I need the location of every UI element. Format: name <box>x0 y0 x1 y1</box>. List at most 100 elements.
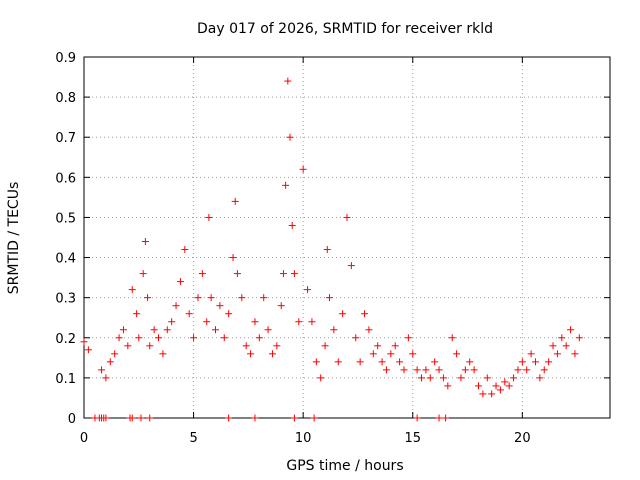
data-point <box>84 346 92 354</box>
data-point <box>146 342 154 350</box>
data-point <box>135 334 143 342</box>
data-point <box>418 374 426 382</box>
data-point <box>461 366 469 374</box>
y-tick-label: 0.6 <box>55 171 76 186</box>
data-point <box>426 374 434 382</box>
data-point <box>321 342 329 350</box>
data-point <box>466 358 474 366</box>
zero-point <box>251 414 259 422</box>
data-point <box>176 278 184 286</box>
data-point <box>492 382 500 390</box>
data-point <box>155 334 163 342</box>
data-point <box>282 181 290 189</box>
data-point <box>128 286 136 294</box>
data-point <box>479 390 487 398</box>
data-point <box>159 350 167 358</box>
data-point <box>518 358 526 366</box>
data-point <box>163 326 171 334</box>
data-point <box>330 326 338 334</box>
data-point <box>115 334 123 342</box>
data-point <box>505 382 513 390</box>
data-point <box>343 213 351 221</box>
data-point <box>553 350 561 358</box>
data-point <box>536 374 544 382</box>
y-tick-label: 0.3 <box>55 292 76 307</box>
chart-title: Day 017 of 2026, SRMTID for receiver rkl… <box>197 21 493 37</box>
data-point <box>288 221 296 229</box>
data-point <box>453 350 461 358</box>
zero-point <box>146 414 154 422</box>
data-point <box>203 318 211 326</box>
data-point <box>273 342 281 350</box>
data-point <box>181 246 189 254</box>
data-point <box>444 382 452 390</box>
data-point <box>279 270 287 278</box>
data-point <box>168 318 176 326</box>
x-tick-label: 10 <box>295 431 312 446</box>
data-point <box>488 390 496 398</box>
data-point <box>295 318 303 326</box>
zero-point <box>102 414 110 422</box>
data-point <box>382 366 390 374</box>
data-point <box>422 366 430 374</box>
data-point <box>325 294 333 302</box>
data-point <box>102 374 110 382</box>
data-point <box>483 374 491 382</box>
data-point <box>470 366 478 374</box>
data-point <box>334 358 342 366</box>
data-point <box>523 366 531 374</box>
y-tick-label: 0.5 <box>55 211 76 226</box>
data-point <box>133 310 141 318</box>
data-point <box>431 358 439 366</box>
data-point <box>323 246 331 254</box>
data-point <box>567 326 575 334</box>
data-point <box>98 366 106 374</box>
zero-point <box>128 414 136 422</box>
y-tick-label: 0.8 <box>55 91 76 106</box>
data-point <box>242 342 250 350</box>
data-point <box>284 77 292 85</box>
data-point <box>545 358 553 366</box>
data-point <box>124 342 132 350</box>
data-point <box>80 338 88 346</box>
data-point <box>378 358 386 366</box>
y-axis-title: SRMTID / TECUs <box>6 182 22 295</box>
x-tick-label: 20 <box>514 431 531 446</box>
data-point <box>409 350 417 358</box>
data-point <box>575 334 583 342</box>
data-point <box>111 350 119 358</box>
data-point <box>514 366 522 374</box>
data-point <box>501 378 509 386</box>
data-point <box>369 350 377 358</box>
data-point <box>404 334 412 342</box>
x-tick-label: 0 <box>80 431 88 446</box>
data-point <box>290 270 298 278</box>
zero-point <box>413 414 421 422</box>
data-point <box>251 318 259 326</box>
data-point <box>510 374 518 382</box>
data-point <box>374 342 382 350</box>
data-point <box>413 366 421 374</box>
x-tick-label: 15 <box>404 431 421 446</box>
data-point <box>304 286 312 294</box>
data-point <box>264 326 272 334</box>
data-point <box>571 350 579 358</box>
data-point <box>106 358 114 366</box>
x-tick-label: 5 <box>189 431 197 446</box>
data-point <box>233 270 241 278</box>
data-point <box>139 270 147 278</box>
x-axis-title: GPS time / hours <box>286 458 403 474</box>
data-point <box>286 133 294 141</box>
zero-point <box>290 414 298 422</box>
data-point <box>347 262 355 270</box>
data-point <box>475 382 482 390</box>
zero-point <box>137 414 145 422</box>
data-point <box>216 302 224 310</box>
data-point <box>339 310 347 318</box>
data-point <box>391 342 399 350</box>
y-tick-label: 0.4 <box>55 252 76 267</box>
grid <box>84 57 610 418</box>
data-point <box>396 358 404 366</box>
data-point <box>299 165 307 173</box>
data-point <box>260 294 268 302</box>
